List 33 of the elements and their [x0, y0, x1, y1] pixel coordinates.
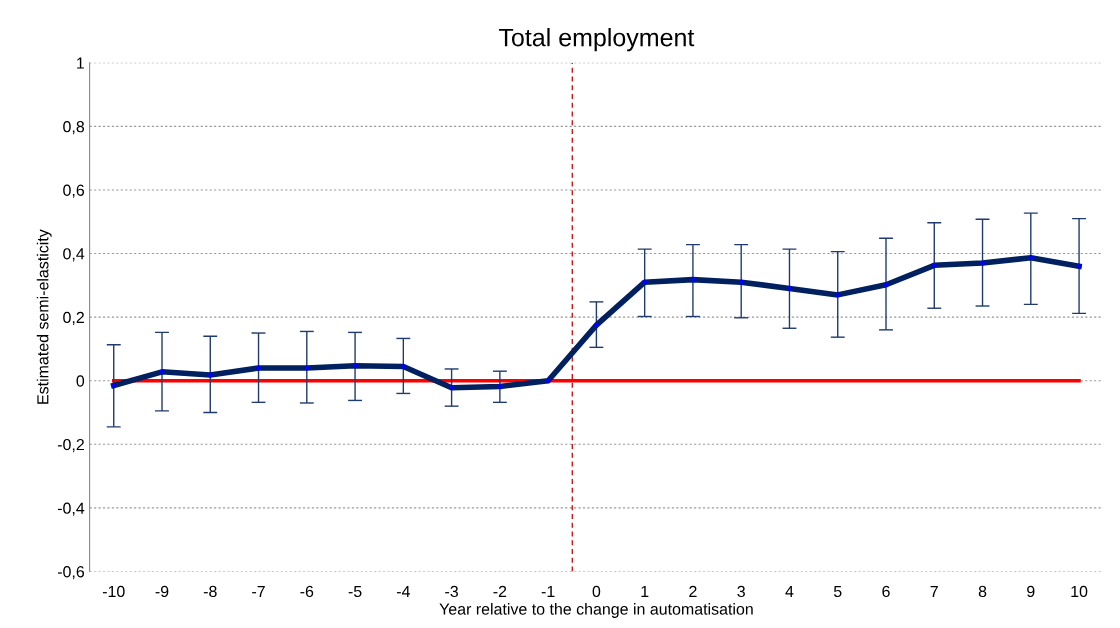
x-tick-label: 3	[737, 585, 745, 598]
x-tick-label: -10	[102, 585, 125, 598]
y-tick-label: 1	[77, 57, 84, 69]
x-tick-label: 10	[1071, 585, 1088, 598]
x-tick-label: 7	[930, 585, 938, 597]
x-tick-label: -2	[493, 585, 507, 597]
x-tick-label: -5	[348, 585, 362, 598]
x-tick-label: -1	[541, 585, 555, 597]
x-tick-label: 5	[833, 585, 842, 598]
y-tick-label: 0,4	[63, 248, 85, 262]
x-axis-title: Year relative to the change in automatisation	[439, 603, 753, 618]
y-tick-label: 0,2	[63, 311, 84, 325]
x-tick-label: -8	[203, 585, 217, 598]
x-tick-label: 9	[1027, 585, 1035, 598]
y-tick-label: 0	[76, 375, 85, 387]
x-tick-label: 0	[592, 585, 601, 598]
y-tick-label: -0,6	[57, 566, 85, 580]
x-tick-label: -9	[155, 585, 169, 598]
x-tick-label: 1	[641, 585, 649, 597]
y-tick-label: -0,4	[57, 502, 85, 516]
x-tick-label: -6	[300, 585, 314, 598]
x-tick-label: 2	[689, 585, 697, 597]
x-tick-label: -4	[396, 585, 410, 597]
y-tick-label: 0,8	[63, 121, 85, 135]
x-tick-label: 8	[978, 585, 987, 598]
chart-title: Total employment	[499, 28, 695, 52]
y-tick-label: -0,2	[57, 438, 84, 453]
x-tick-label: -7	[252, 585, 265, 597]
x-tick-label: 6	[882, 585, 890, 598]
x-tick-label: -3	[445, 585, 458, 598]
y-tick-label: 0,6	[63, 184, 85, 198]
y-axis-title: Estimated semi-elasticity	[36, 229, 52, 404]
x-tick-label: 4	[785, 585, 794, 597]
